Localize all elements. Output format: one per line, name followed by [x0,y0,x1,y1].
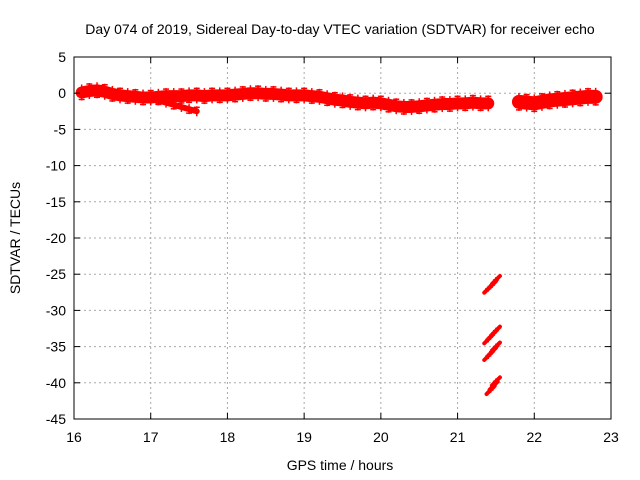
y-tick-label: -30 [46,302,66,318]
y-tick-label: -20 [46,230,66,246]
axis-ticks: 16 17 18 19 20 21 22 23 5 0 -5 -10 -15 -20 -25 -30 -35 -4… [46,49,619,445]
y-tick-label: -10 [46,158,66,174]
data-series [75,82,603,397]
y-tick-label: 5 [58,49,66,65]
x-tick-label: 18 [220,429,236,445]
x-tick-label: 21 [450,429,466,445]
y-axis-label: SDTVAR / TECUs [7,182,23,294]
y-tick-label: -15 [46,194,66,210]
x-tick-label: 22 [526,429,542,445]
y-tick-label: -40 [46,375,66,391]
y-tick-label: -25 [46,266,66,282]
y-tick-label: -5 [54,121,67,137]
x-tick-label: 17 [143,429,159,445]
y-tick-label: -35 [46,339,66,355]
grid-lines [74,57,611,419]
y-tick-label: 0 [58,85,66,101]
x-tick-label: 23 [603,429,619,445]
chart-title: Day 074 of 2019, Sidereal Day-to-day VTE… [85,21,595,37]
descending-arc-line [124,91,200,115]
x-tick-label: 16 [66,429,82,445]
x-tick-label: 20 [373,429,389,445]
y-tick-label: -45 [46,411,66,427]
x-axis-label: GPS time / hours [287,457,394,473]
x-tick-label: 19 [296,429,312,445]
